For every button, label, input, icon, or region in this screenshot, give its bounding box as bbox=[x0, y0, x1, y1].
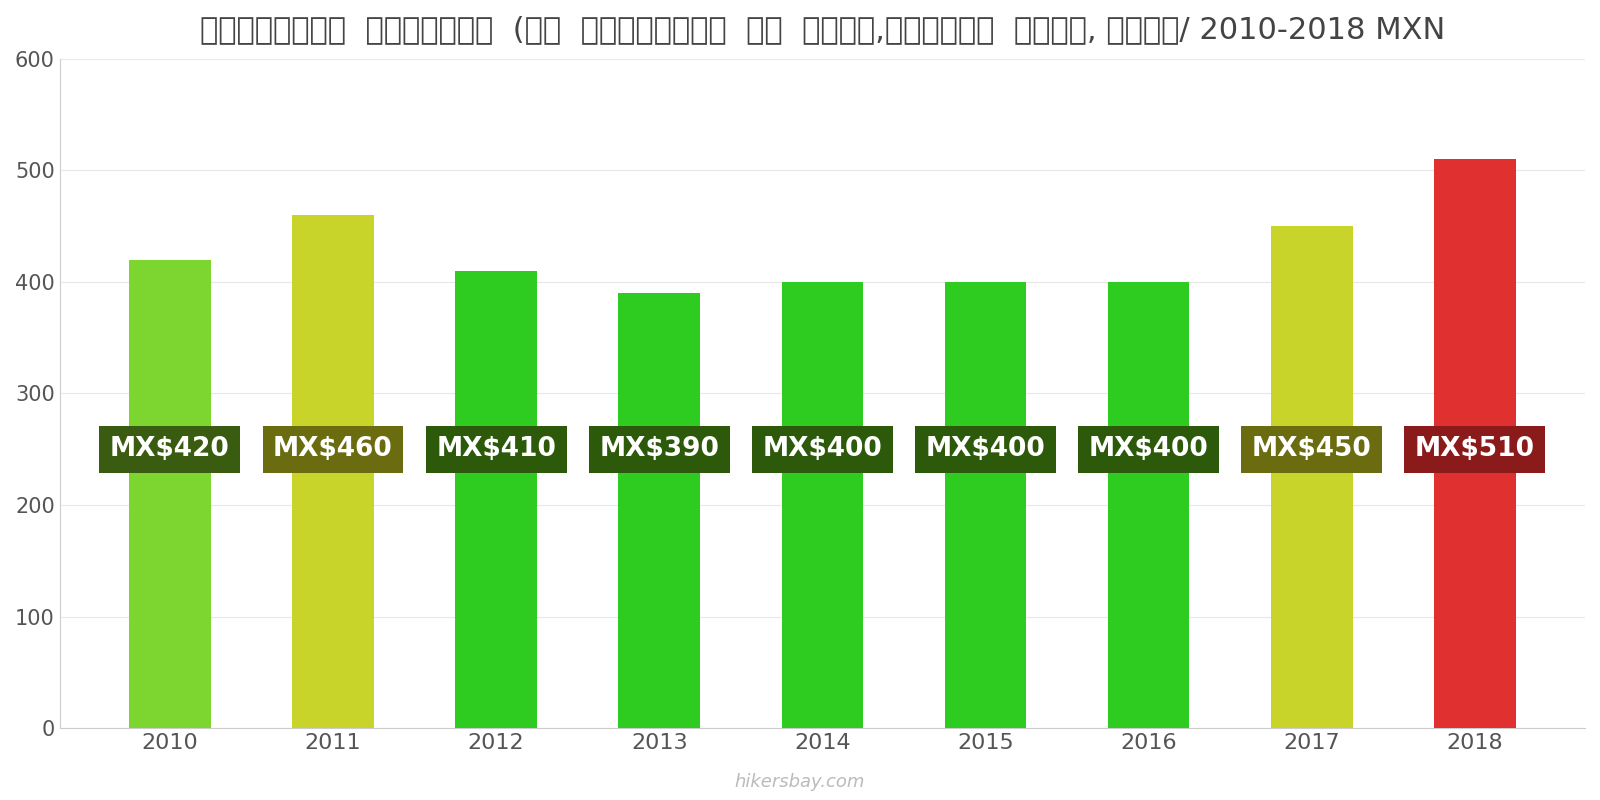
Title: मेक्सिको  इंटरनेट  (๠०  एमबीपीएस  या  अधिक,असीमित  डेटा, केबल/ 2010-2018 MXN: मेक्सिको इंटरनेट (๠० एमबीपीएस या अधिक,अस… bbox=[200, 15, 1445, 44]
Text: MX$390: MX$390 bbox=[600, 436, 718, 462]
Text: MX$400: MX$400 bbox=[1088, 436, 1208, 462]
Bar bbox=[1434, 159, 1515, 728]
Text: MX$510: MX$510 bbox=[1414, 436, 1534, 462]
Bar bbox=[1270, 226, 1352, 728]
Bar bbox=[944, 282, 1026, 728]
Bar bbox=[293, 215, 374, 728]
Bar bbox=[456, 270, 538, 728]
Text: hikersbay.com: hikersbay.com bbox=[734, 774, 866, 791]
Text: MX$410: MX$410 bbox=[437, 436, 557, 462]
Bar bbox=[781, 282, 862, 728]
Bar bbox=[1107, 282, 1189, 728]
Text: MX$420: MX$420 bbox=[110, 436, 230, 462]
Text: MX$460: MX$460 bbox=[274, 436, 394, 462]
Bar bbox=[130, 260, 211, 728]
Bar bbox=[619, 293, 701, 728]
Text: MX$450: MX$450 bbox=[1251, 436, 1371, 462]
Text: MX$400: MX$400 bbox=[763, 436, 882, 462]
Text: MX$400: MX$400 bbox=[926, 436, 1045, 462]
